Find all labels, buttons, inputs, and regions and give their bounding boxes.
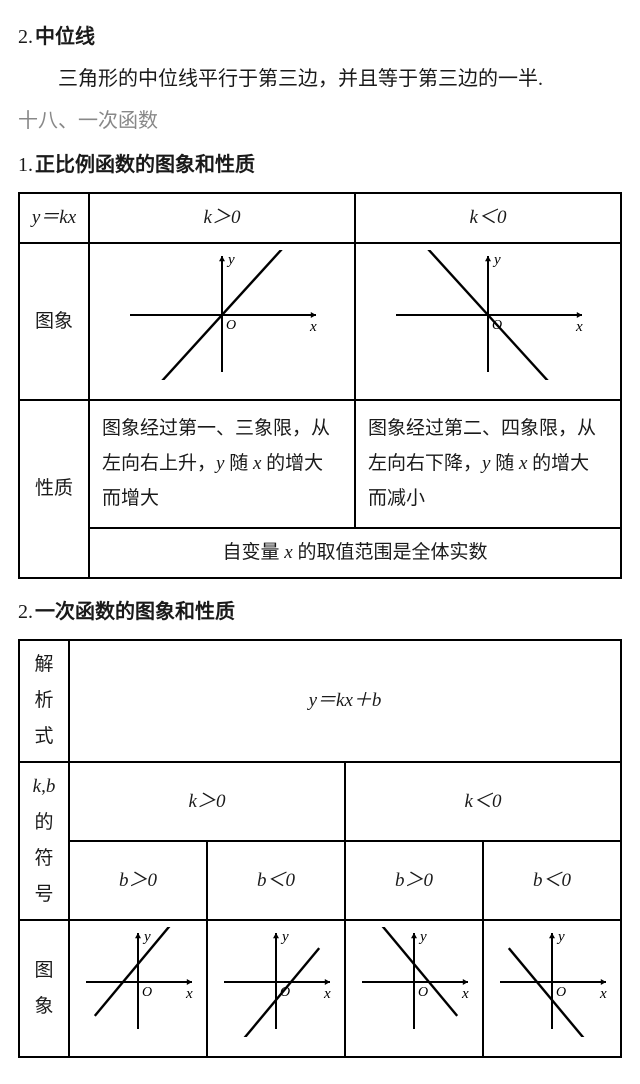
graph-cell-kneg: x y O bbox=[355, 243, 621, 400]
section-body: 三角形的中位线平行于第三边，并且等于第三边的一半. bbox=[18, 60, 622, 98]
prop-domain: 自变量 x 的取值范围是全体实数 bbox=[89, 528, 621, 578]
svg-text:O: O bbox=[280, 985, 290, 1000]
svg-text:O: O bbox=[418, 985, 428, 1000]
svg-text:y: y bbox=[280, 929, 289, 945]
header-kpos: k＞0 bbox=[89, 193, 355, 243]
sub1-title: 正比例函数的图象和性质 bbox=[35, 154, 255, 176]
section-title: 中位线 bbox=[35, 26, 95, 48]
row1-label: 解析式 bbox=[19, 640, 69, 762]
table-linear: 解析式 y＝kx＋b k,b 的符号 k＞0 k＜0 b＞0 b＜0 b＞0 b… bbox=[18, 639, 622, 1059]
sub2-number: 2. bbox=[18, 601, 33, 623]
header-bneg-1: b＜0 bbox=[207, 841, 345, 920]
sub2-title: 一次函数的图象和性质 bbox=[35, 601, 235, 623]
chapter-title: 十八、一次函数 bbox=[18, 102, 622, 140]
header-kpos: k＞0 bbox=[69, 762, 345, 841]
table-row: y＝kx k＞0 k＜0 bbox=[19, 193, 621, 243]
row-graph-label: 图象 bbox=[19, 243, 89, 400]
svg-text:x: x bbox=[599, 986, 607, 1002]
svg-text:y: y bbox=[142, 929, 151, 945]
row-prop-label: 性质 bbox=[19, 400, 89, 578]
svg-text:y: y bbox=[226, 252, 235, 268]
svg-text:y: y bbox=[556, 929, 565, 945]
table-row: 解析式 y＝kx＋b bbox=[19, 640, 621, 762]
table-row: 图象 x y O x y O bbox=[19, 243, 621, 400]
graph-cell-2: x y O bbox=[207, 920, 345, 1057]
table-row: k,b 的符号 k＞0 k＜0 bbox=[19, 762, 621, 841]
header-bpos-2: b＞0 bbox=[345, 841, 483, 920]
header-kneg: k＜0 bbox=[355, 193, 621, 243]
row1-eq: y＝kx＋b bbox=[69, 640, 621, 762]
section-heading-2: 2.中位线 bbox=[18, 18, 622, 56]
sub1-heading: 1.正比例函数的图象和性质 bbox=[18, 146, 622, 184]
svg-text:O: O bbox=[556, 985, 566, 1000]
svg-text:x: x bbox=[309, 319, 317, 335]
table-row: 性质 图象经过第一、三象限，从左向右上升，y 随 x 的增大而增大 图象经过第二… bbox=[19, 400, 621, 527]
svg-text:x: x bbox=[185, 986, 193, 1002]
sub2-heading: 2.一次函数的图象和性质 bbox=[18, 593, 622, 631]
svg-text:y: y bbox=[492, 252, 501, 268]
graph-cell-1: x y O bbox=[69, 920, 207, 1057]
svg-text:y: y bbox=[418, 929, 427, 945]
header-bpos-1: b＞0 bbox=[69, 841, 207, 920]
row-graph-label: 图象 bbox=[19, 920, 69, 1057]
header-kneg: k＜0 bbox=[345, 762, 621, 841]
svg-text:O: O bbox=[492, 318, 502, 333]
svg-text:O: O bbox=[142, 985, 152, 1000]
svg-text:x: x bbox=[323, 986, 331, 1002]
graph-cell-4: x y O bbox=[483, 920, 621, 1057]
prop-kpos: 图象经过第一、三象限，从左向右上升，y 随 x 的增大而增大 bbox=[89, 400, 355, 527]
table-row: b＞0 b＜0 b＞0 b＜0 bbox=[19, 841, 621, 920]
svg-text:O: O bbox=[226, 318, 236, 333]
table-proportional: y＝kx k＞0 k＜0 图象 x y O x y O 性质 图象经过第一、三象… bbox=[18, 192, 622, 579]
table-row: 自变量 x 的取值范围是全体实数 bbox=[19, 528, 621, 578]
sub1-number: 1. bbox=[18, 154, 33, 176]
graph-cell-kpos: x y O bbox=[89, 243, 355, 400]
svg-text:x: x bbox=[461, 986, 469, 1002]
svg-text:x: x bbox=[575, 319, 583, 335]
graph-cell-3: x y O bbox=[345, 920, 483, 1057]
row2-label: k,b 的符号 bbox=[19, 762, 69, 920]
section-number: 2. bbox=[18, 26, 33, 48]
header-bneg-2: b＜0 bbox=[483, 841, 621, 920]
prop-kneg: 图象经过第二、四象限，从左向右下降，y 随 x 的增大而减小 bbox=[355, 400, 621, 527]
table-row: 图象 x y O x y O x y O x y O bbox=[19, 920, 621, 1057]
header-eq: y＝kx bbox=[19, 193, 89, 243]
